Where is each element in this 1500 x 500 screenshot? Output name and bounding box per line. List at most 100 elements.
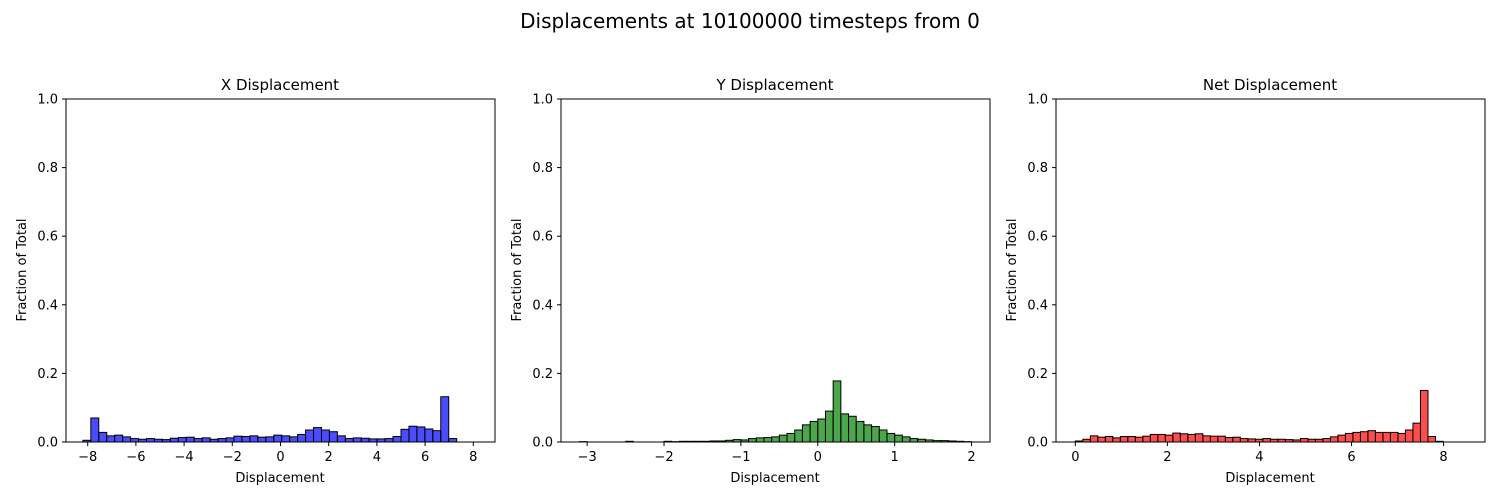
y-tick-label: 0.2	[37, 367, 58, 382]
histogram-bar	[217, 438, 227, 443]
histogram-bar	[297, 433, 307, 443]
histogram-bar	[1224, 437, 1234, 443]
histogram-bar	[98, 431, 108, 443]
axes-frame	[560, 98, 991, 443]
x-tick-label: −4	[175, 450, 194, 465]
x-displacement-panel: X Displacement Displacement Fraction of …	[15, 76, 496, 486]
histogram-bar	[313, 427, 322, 443]
x-axis-label: Displacement	[730, 471, 819, 486]
histogram-bar	[440, 396, 450, 443]
net-displacement-panel: Net Displacement Displacement Fraction o…	[1005, 76, 1486, 486]
histogram-bars	[1074, 390, 1444, 443]
x-tick-label: 8	[1439, 450, 1447, 465]
histogram-bar	[1344, 432, 1354, 443]
x-tick-label: 8	[469, 450, 477, 465]
panel-title: Net Displacement	[1203, 76, 1337, 94]
y-tick-label: 0.0	[532, 436, 553, 451]
histogram-bar	[1382, 431, 1391, 443]
histogram-bar	[794, 429, 803, 443]
histogram-bar	[748, 438, 757, 443]
histogram-bar	[122, 436, 132, 443]
histogram-bar	[344, 438, 354, 443]
y-tick-label: 0.8	[532, 161, 553, 176]
histogram-bar	[233, 435, 243, 443]
histogram-bar	[1179, 433, 1189, 443]
y-tick-label: 1.0	[532, 93, 553, 108]
histogram-bar	[1367, 430, 1376, 443]
histogram-bar	[177, 437, 187, 443]
figure-title: Displacements at 10100000 timesteps from…	[520, 9, 980, 33]
y-tick-label: 0.2	[1027, 367, 1048, 382]
histogram-bar	[1119, 436, 1129, 443]
histogram-bar	[855, 420, 865, 443]
histogram-bar	[384, 438, 394, 443]
histogram-bar	[1112, 437, 1121, 443]
histogram-bar	[1157, 433, 1166, 443]
y-axis-label: Fraction of Total	[1005, 218, 1020, 321]
histogram-bar	[1142, 435, 1151, 443]
y-tick-label: 0.4	[532, 298, 553, 313]
histogram-bar	[257, 436, 267, 443]
histogram-bar	[1187, 433, 1196, 443]
histogram-bar	[1239, 438, 1249, 443]
x-tick-label: −2	[654, 450, 673, 465]
x-tick-label: 4	[1255, 450, 1263, 465]
histogram-bar	[336, 435, 346, 443]
histogram-bar	[1359, 431, 1369, 443]
y-axis-label: Fraction of Total	[15, 218, 30, 321]
histogram-bar	[1397, 432, 1406, 443]
y-tick-label: 0.0	[37, 436, 58, 451]
x-tick-label: −1	[731, 450, 750, 465]
histogram-bar	[886, 432, 896, 443]
histogram-bar	[360, 437, 370, 443]
histogram-bar	[1389, 431, 1399, 443]
x-tick-label: 2	[967, 450, 975, 465]
histogram-bar	[90, 417, 100, 443]
y-tick-label: 0.0	[1027, 436, 1048, 451]
histogram-bar	[1134, 436, 1144, 443]
histogram-bar	[894, 434, 903, 443]
histogram-bar	[1427, 436, 1436, 443]
y-displacement-panel: Y Displacement Displacement Fraction of …	[510, 76, 991, 486]
histogram-bar	[400, 428, 410, 443]
histogram-bar	[809, 420, 819, 443]
histogram-bars	[82, 396, 458, 443]
histogram-bars	[578, 380, 973, 443]
x-tick-label: 6	[421, 450, 429, 465]
histogram-bar	[824, 410, 834, 443]
histogram-bar	[328, 431, 338, 443]
x-tick-label: 4	[373, 450, 381, 465]
histogram-bar	[909, 438, 919, 443]
histogram-bar	[1322, 438, 1331, 443]
y-tick-label: 0.4	[37, 298, 58, 313]
histogram-bar	[1194, 433, 1204, 443]
histogram-bar	[432, 430, 442, 443]
histogram-bar	[786, 432, 796, 443]
y-tick-label: 1.0	[1027, 93, 1048, 108]
y-tick-label: 0.6	[532, 230, 553, 245]
x-axis-label: Displacement	[235, 471, 324, 486]
histogram-bar	[1419, 390, 1429, 443]
histogram-bar	[114, 434, 124, 443]
histogram-bar	[241, 436, 251, 443]
histogram-bar	[901, 436, 911, 443]
histogram-bar	[1164, 434, 1174, 443]
x-tick-label: 0	[814, 450, 822, 465]
histogram-bar	[1232, 436, 1241, 443]
histogram-bar	[193, 438, 203, 443]
y-tick-label: 0.8	[37, 161, 58, 176]
histogram-bar	[281, 435, 291, 443]
histogram-bar	[1104, 436, 1114, 443]
histogram-bar	[416, 426, 426, 443]
histogram-bar	[1412, 422, 1421, 443]
histogram-bar	[424, 428, 434, 443]
histogram-bar	[1329, 436, 1339, 443]
y-tick-label: 0.6	[1027, 230, 1048, 245]
histogram-bar	[1299, 438, 1309, 443]
x-tick-label: 0	[1071, 450, 1079, 465]
histogram-bar	[1217, 435, 1226, 443]
histogram-bar	[863, 424, 873, 443]
histogram-bar	[840, 413, 850, 443]
histogram-bar	[817, 418, 826, 443]
